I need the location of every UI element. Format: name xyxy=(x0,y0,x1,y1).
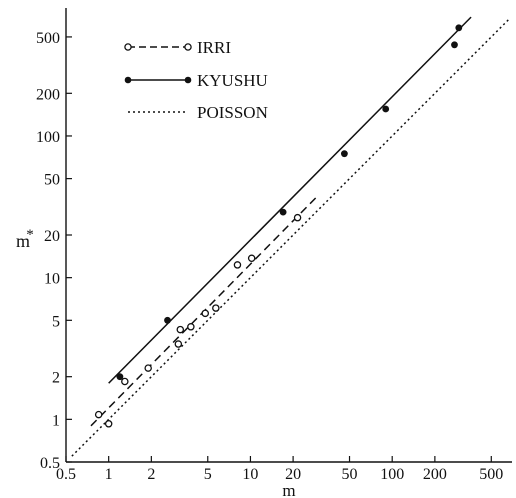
legend-label-irri: IRRI xyxy=(197,38,231,57)
x-tick-label: 20 xyxy=(285,466,301,483)
y-axis-label: m xyxy=(16,231,30,251)
y-tick-label: 20 xyxy=(44,228,60,245)
kyushu-point xyxy=(340,150,348,158)
kyushu-point xyxy=(455,24,463,32)
irri-point xyxy=(201,309,209,318)
irri-point xyxy=(233,261,242,269)
y-axis-label-star: * xyxy=(26,227,34,243)
kyushu-point xyxy=(164,316,171,324)
legend-label-poisson: POISSON xyxy=(197,103,268,122)
irri-point xyxy=(144,364,152,372)
kyushu-point xyxy=(451,41,458,49)
y-tick-label: 500 xyxy=(36,30,60,47)
irri-point xyxy=(176,325,185,334)
legend-marker-kyushu xyxy=(184,76,192,84)
legend-item-irri: IRRI xyxy=(124,38,231,57)
irri-point xyxy=(104,420,113,428)
irri-point xyxy=(187,323,195,331)
x-tick-label: 500 xyxy=(479,466,503,483)
irri-point xyxy=(247,254,256,263)
legend-marker-irri xyxy=(184,43,192,51)
kyushu-point xyxy=(279,208,287,216)
y-tick-label: 2 xyxy=(52,370,60,387)
legend: IRRI KYUSHU POISSON xyxy=(124,38,268,122)
x-tick-label: 2 xyxy=(147,466,155,483)
y-tick-label: 200 xyxy=(36,86,60,103)
legend-marker-irri xyxy=(124,43,132,51)
irri-point xyxy=(212,304,220,312)
x-axis-label: m xyxy=(282,481,295,498)
y-tick-label: 100 xyxy=(36,129,60,146)
x-tick-label: 50 xyxy=(342,466,358,483)
irri-point xyxy=(174,340,183,348)
x-tick-label: 5 xyxy=(204,466,212,483)
y-tick-label: 0.5 xyxy=(40,455,60,472)
poisson-fit-line xyxy=(71,19,509,457)
x-tick-label: 10 xyxy=(242,466,258,483)
legend-item-kyushu: KYUSHU xyxy=(124,71,268,90)
kyushu-point xyxy=(116,373,124,381)
irri-point xyxy=(94,410,103,419)
y-tick-label: 1 xyxy=(52,412,60,429)
y-tick-label: 50 xyxy=(44,172,60,189)
kyushu-point xyxy=(382,105,390,113)
x-tick-label: 1 xyxy=(105,466,113,483)
x-tick-label: 100 xyxy=(380,466,404,483)
kyushu-fit-line xyxy=(108,16,472,384)
legend-item-poisson: POISSON xyxy=(128,103,268,122)
y-tick-label: 10 xyxy=(44,271,60,288)
x-tick-label: 0.5 xyxy=(56,466,76,483)
legend-label-kyushu: KYUSHU xyxy=(197,71,268,90)
irri-point xyxy=(121,377,129,386)
irri-point xyxy=(293,213,302,222)
y-tick-label: 5 xyxy=(52,313,60,330)
x-tick-label: 200 xyxy=(423,466,447,483)
legend-marker-kyushu xyxy=(124,76,132,84)
